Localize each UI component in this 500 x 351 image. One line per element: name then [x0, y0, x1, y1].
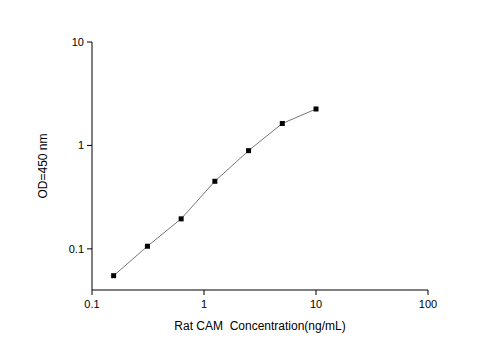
- data-point: [246, 148, 251, 153]
- y-axis-label: OD=450 nm: [36, 133, 50, 198]
- x-tick-label: 0.1: [84, 298, 99, 310]
- x-tick: [204, 290, 205, 295]
- data-point: [145, 244, 150, 249]
- y-tick-label: 0.1: [69, 243, 84, 255]
- data-point: [179, 216, 184, 221]
- y-tick-label: 10: [72, 36, 84, 48]
- x-tick: [428, 290, 429, 295]
- y-tick: [87, 145, 92, 146]
- data-point: [212, 179, 217, 184]
- x-axis-label: Rat CAM Concentration(ng/mL): [174, 319, 345, 333]
- data-point: [111, 273, 116, 278]
- y-tick: [87, 248, 92, 249]
- x-tick-label: 100: [419, 298, 437, 310]
- x-tick: [92, 290, 93, 295]
- chart-container: 0.1 1 10 100 0.1 1 10 Rat CAM Concentration(ng/…: [0, 0, 500, 351]
- y-tick-label: 1: [78, 139, 84, 151]
- background: [0, 0, 500, 351]
- x-tick-label: 1: [201, 298, 207, 310]
- data-line: [114, 109, 316, 276]
- y-tick: [87, 42, 92, 43]
- plot-area: [111, 106, 318, 278]
- data-point: [280, 121, 285, 126]
- x-axis: [92, 290, 428, 291]
- data-point: [314, 106, 319, 111]
- y-axis: [92, 42, 93, 290]
- x-tick: [316, 290, 317, 295]
- x-tick-label: 10: [310, 298, 322, 310]
- chart: 0.1 1 10 100 0.1 1 10 Rat CAM Concentration(ng/…: [0, 0, 500, 351]
